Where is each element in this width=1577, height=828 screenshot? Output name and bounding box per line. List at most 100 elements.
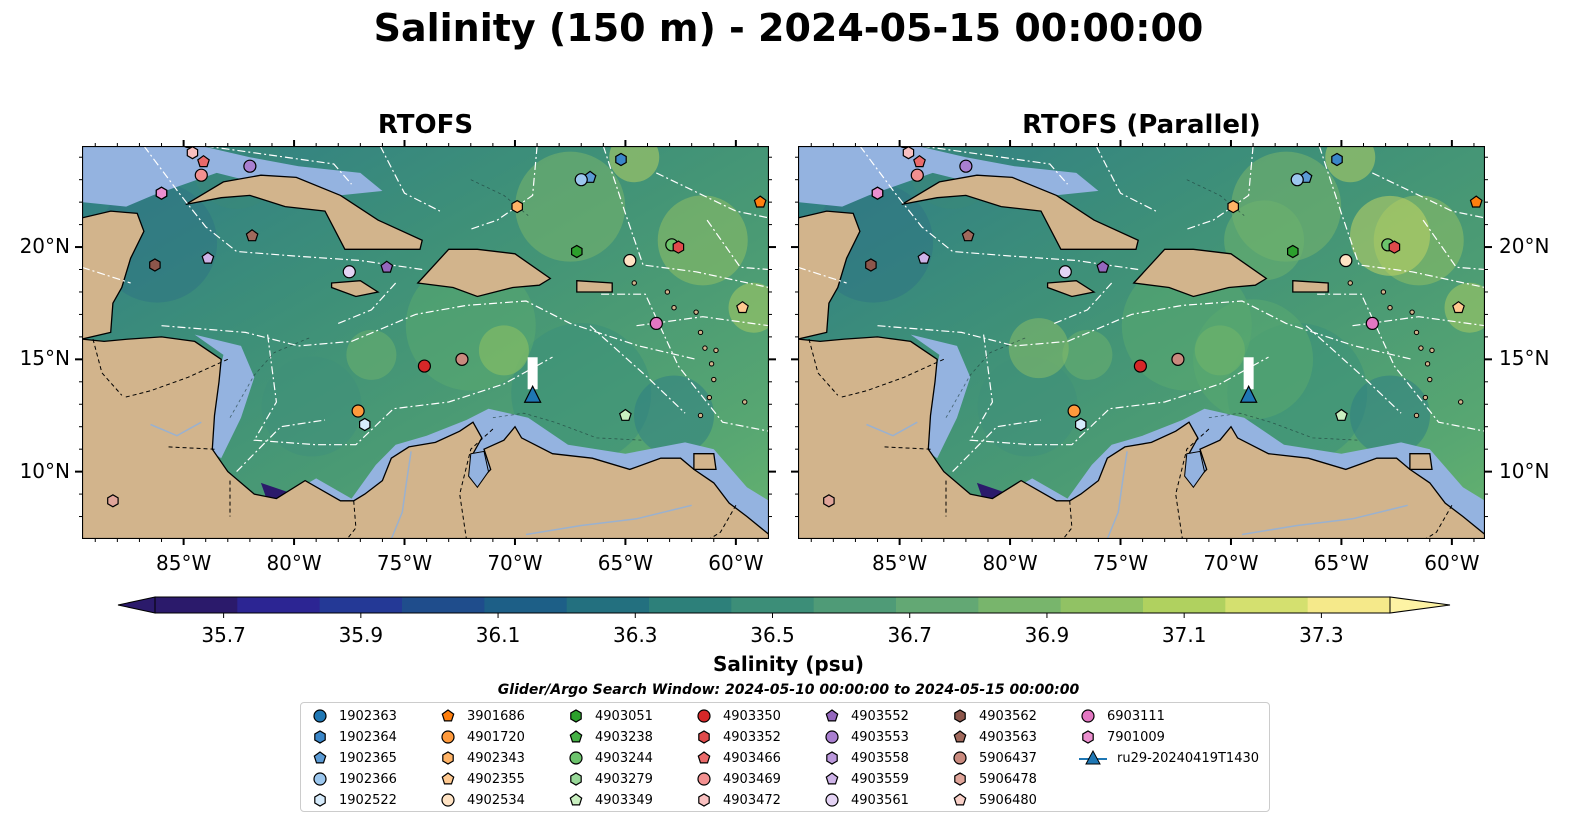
legend-item: 1902364	[311, 727, 397, 747]
float-marker	[902, 146, 915, 160]
legend-item: 1902365	[311, 748, 397, 768]
legend-marker-icon	[442, 751, 454, 765]
legend-label: 4903244	[595, 750, 653, 766]
colorbar-tick-label: 36.7	[887, 623, 932, 647]
legend-label: 4903563	[979, 729, 1037, 745]
colorbar-segment	[155, 597, 238, 613]
float-marker	[649, 316, 663, 331]
colorbar-label: Salinity (psu)	[712, 652, 864, 676]
landmass	[185, 174, 423, 250]
legend-label: 4903279	[595, 771, 653, 787]
legend-item: 4903466	[695, 748, 781, 768]
legend-item: 4903244	[567, 748, 653, 768]
salinity-map-rtofs	[82, 146, 769, 539]
legend-item: 4903562	[951, 706, 1037, 726]
float-marker	[1067, 404, 1081, 418]
float-marker	[1339, 253, 1353, 268]
float-marker	[155, 186, 168, 200]
colorbar-segment	[731, 597, 815, 613]
legend-item: 4903350	[695, 706, 781, 726]
landmass	[693, 453, 717, 471]
float-marker	[1058, 265, 1072, 279]
legend-item: 3901686	[439, 706, 525, 726]
float-marker	[574, 173, 588, 187]
colorbar-tick-label: 36.5	[750, 623, 795, 647]
legend-label: 4903469	[723, 771, 781, 787]
legend-marker-icon	[569, 751, 583, 765]
legend-label: 4902343	[467, 750, 525, 766]
landmass	[330, 280, 380, 298]
float-marker	[1227, 199, 1239, 214]
colorbar-segment	[1225, 597, 1309, 613]
legend-label: 4903552	[851, 708, 909, 724]
legend-label: 1902366	[339, 771, 397, 787]
landmass	[82, 336, 769, 539]
search-window-text: Glider/Argo Search Window: 2024-05-10 00…	[497, 682, 1080, 698]
legend-marker-icon	[698, 730, 710, 744]
landmass	[82, 210, 145, 340]
float-marker	[1133, 359, 1147, 373]
legend-marker-icon	[314, 730, 326, 744]
landmass	[901, 174, 1139, 250]
salinity-map-rtofs-parallel	[798, 146, 1485, 539]
legend-label: 4901720	[467, 729, 525, 745]
legend-label: 4902534	[467, 792, 525, 808]
legend-item: 4903349	[567, 790, 653, 810]
legend-label: 5906437	[979, 750, 1037, 766]
legend-label: 1902363	[339, 708, 397, 724]
legend-marker-icon	[698, 793, 710, 807]
legend-item: 1902522	[311, 790, 397, 810]
lon-tick-label: 75°W	[376, 551, 433, 575]
colorbar-segment	[237, 597, 321, 613]
lat-tick-label: 10°N	[1499, 458, 1550, 483]
legend-label: 4903558	[851, 750, 909, 766]
legend-label: 4903350	[723, 708, 781, 724]
legend-label: 4903238	[595, 729, 653, 745]
legend-item: 4903558	[823, 748, 909, 768]
legend-label: 5906478	[979, 771, 1037, 787]
legend-label: 5906480	[979, 792, 1037, 808]
legend-marker-icon	[1081, 709, 1095, 723]
legend-item: 4903472	[695, 790, 781, 810]
landmass	[798, 210, 861, 340]
lon-tick-label: 75°W	[1092, 551, 1149, 575]
float-marker	[1171, 352, 1185, 366]
float-marker	[672, 240, 685, 254]
legend-marker-icon	[313, 772, 327, 786]
lat-tick-label: 20°N	[1499, 234, 1550, 259]
legend-item: 4903279	[567, 769, 653, 789]
float-marker	[511, 199, 523, 214]
legend-item: 4902343	[439, 748, 525, 768]
legend-marker-icon	[441, 772, 455, 785]
legend-marker-icon	[570, 772, 582, 786]
glider-marker	[1239, 384, 1258, 403]
legend-item: 4903563	[951, 727, 1037, 747]
landmass	[798, 336, 1485, 539]
colorbar-segment	[484, 597, 568, 613]
legend-label: 4903561	[851, 792, 909, 808]
legend-item: 4903559	[823, 769, 909, 789]
float-marker	[342, 265, 356, 279]
landmass	[1409, 453, 1433, 471]
float-marker	[149, 258, 161, 272]
salinity-colorbar	[117, 596, 1451, 618]
legend-marker-icon	[954, 709, 966, 723]
colorbar-segment	[896, 597, 979, 613]
legend-label: 4903466	[723, 750, 781, 766]
lon-tick-label: 70°W	[1203, 551, 1259, 575]
lon-tick-label: 80°W	[266, 551, 322, 575]
legend-marker-icon	[953, 793, 967, 806]
colorbar-segment	[649, 597, 732, 613]
colorbar-segment	[813, 597, 897, 613]
colorbar-segment	[1307, 597, 1391, 613]
legend-marker-icon	[1079, 749, 1107, 765]
float-marker	[823, 494, 835, 508]
legend-item: 4903238	[567, 727, 653, 747]
legend-label: 6903111	[1107, 708, 1165, 724]
legend-item: ru29-20240419T1430	[1079, 748, 1259, 768]
lat-tick-label: 15°N	[19, 346, 70, 371]
map-canvas	[82, 146, 769, 539]
legend-label: 1902522	[339, 792, 397, 808]
legend-label: 7901009	[1107, 729, 1165, 745]
lon-tick-label: 70°W	[487, 551, 543, 575]
